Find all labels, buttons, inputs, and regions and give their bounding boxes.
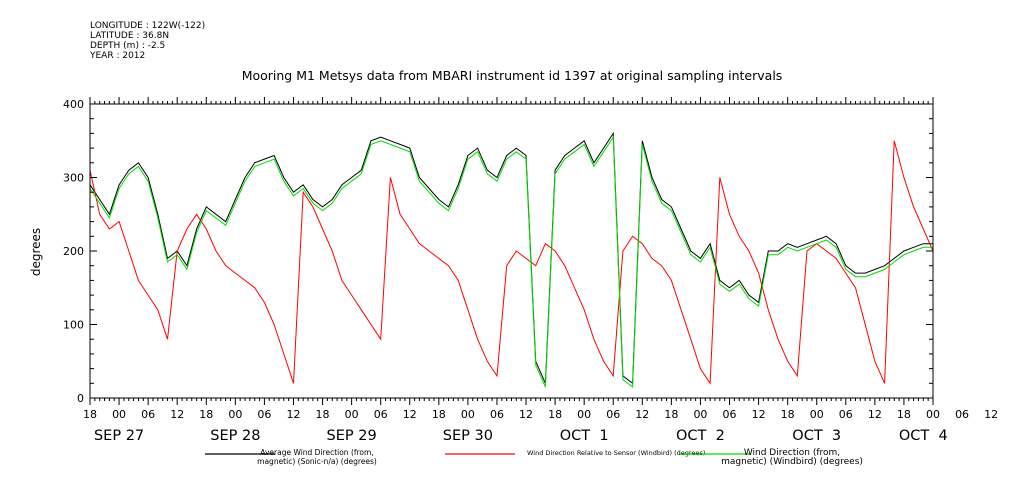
hour-tick-label: 06 [955,408,969,421]
hour-tick-label: 06 [141,408,155,421]
series-line-2 [89,135,933,388]
meta-year: YEAR : 2012 [90,51,146,61]
hour-tick-label: 12 [868,408,882,421]
hour-tick-label: 18 [83,408,97,421]
legend: Average Wind Direction (from,magnetic) (… [205,448,863,467]
x-axis [89,97,934,405]
date-label: SEP 27 [94,428,144,444]
legend-label-1: Wind Direction Relative to Sensor (Windb… [527,449,705,457]
hour-tick-label: 18 [432,408,446,421]
meta-depth: DEPTH (m) : -2.5 [90,41,166,51]
hour-tick-label: 00 [345,408,359,421]
chart-title: Mooring M1 Metsys data from MBARI instru… [242,68,783,83]
hour-tick-label: 06 [374,408,388,421]
hour-tick-label: 06 [606,408,620,421]
hour-tick-label: 12 [286,408,300,421]
hour-tick-label: 06 [839,408,853,421]
meta-longitude: LONGITUDE : 122W(-122) [90,21,206,31]
date-label: OCT 4 [899,428,948,444]
hour-tick-label: 00 [810,408,824,421]
series-layer [89,131,934,388]
legend-label-2: magnetic) (Windbird) (degrees) [721,457,863,467]
hour-tick-label: 18 [897,408,911,421]
hour-tick-label: 00 [577,408,591,421]
hour-tick-label: 18 [316,408,330,421]
hour-tick-label: 00 [112,408,126,421]
hour-tick-label: 12 [635,408,649,421]
hour-tick-label: 06 [257,408,271,421]
date-label: OCT 3 [792,428,841,444]
date-labels: SEP 27 SEP 28 SEP 29 SEP 30 OCT 1 OCT 2 OCT 3 O… [94,428,948,444]
hour-tick-label: 00 [461,408,475,421]
hour-tick-label: 18 [664,408,678,421]
date-label: OCT 1 [560,428,609,444]
hour-tick-label: 12 [403,408,417,421]
hour-tick-label: 18 [781,408,795,421]
date-label: SEP 28 [210,428,260,444]
metadata-block: LONGITUDE : 122W(-122) LATITUDE : 36.8N … [90,21,205,61]
hour-tick-label: 06 [723,408,737,421]
hour-tick-label: 12 [752,408,766,421]
hour-tick-label: 00 [926,408,940,421]
hour-tick-label: 12 [984,408,998,421]
series-line-0 [89,131,933,385]
hour-tick-label: 00 [693,408,707,421]
legend-label-2: Wind Direction (from, [744,448,840,458]
y-tick-label: 0 [77,392,84,405]
hour-tick-label: 06 [490,408,504,421]
y-axis-label: degrees [29,228,43,276]
hour-tick-label: 18 [548,408,562,421]
y-tick-label: 400 [63,98,84,111]
date-label: OCT 2 [676,428,725,444]
series-line-1 [89,140,934,385]
legend-label-0: Average Wind Direction (from, [260,448,373,457]
y-tick-label: 200 [63,245,84,258]
hour-tick-labels: 18 00 06 12 18 00 06 12 18 00 06 12 18 00 06 12 18 00 06 12… [83,408,998,421]
date-label: SEP 30 [443,428,493,444]
meta-latitude: LATITUDE : 36.8N [90,31,170,41]
date-label: SEP 29 [327,428,377,444]
hour-tick-label: 00 [228,408,242,421]
hour-tick-label: 12 [170,408,184,421]
hour-tick-label: 18 [199,408,213,421]
y-axis: 0 100 200 300 400 [63,98,933,405]
y-tick-label: 100 [63,319,84,332]
y-tick-label: 300 [63,172,84,185]
hour-tick-label: 12 [519,408,533,421]
legend-label-0: magnetic) (Sonic-n/a) (degrees) [257,457,377,466]
